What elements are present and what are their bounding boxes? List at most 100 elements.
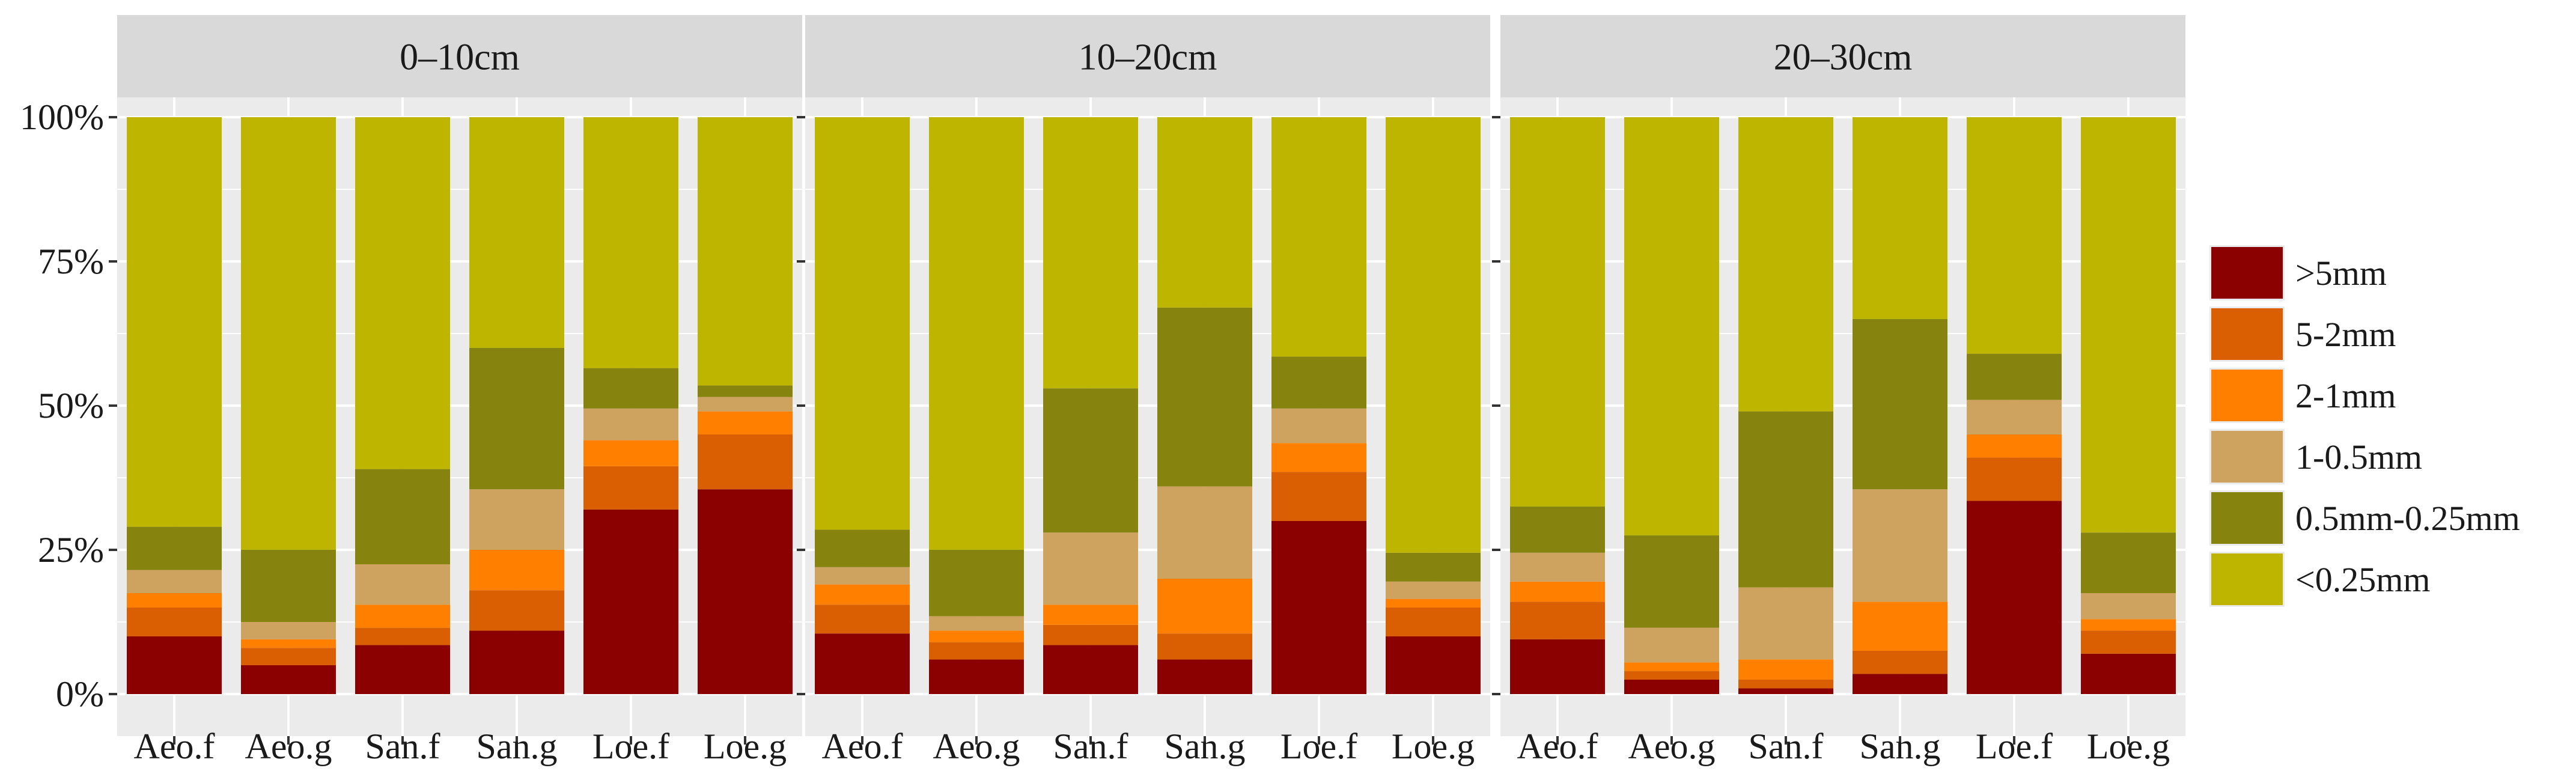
bar-segment (1043, 117, 1138, 389)
y-axis: 0% 25% 50% 75% 100% (20, 97, 117, 714)
bar-segment (1386, 581, 1481, 599)
bar-segment (1624, 662, 1719, 671)
facet-panel: 10–20cm Aeo.f Aeo.g San.f San.g Loe.f Loe.g (797, 15, 1490, 766)
bar-segment (1271, 356, 1366, 409)
bar-segment (698, 385, 793, 397)
bar-segment (1386, 599, 1481, 608)
y-tick-label: 25% (38, 530, 104, 570)
bar-segment (2081, 619, 2176, 631)
bar-segment (929, 630, 1024, 642)
bar-segment (583, 466, 678, 510)
legend-label: >5mm (2295, 254, 2387, 293)
bar-segment (1043, 388, 1138, 533)
bar-segment (698, 397, 793, 412)
bar-segment (241, 639, 336, 648)
x-tick-label: Aeo.f (1517, 727, 1598, 766)
bar-segment (1738, 680, 1833, 689)
bar-segment (241, 117, 336, 550)
bar-segment (815, 605, 910, 634)
bar-segment (583, 509, 678, 694)
bar-segment (1043, 532, 1138, 605)
bar-segment (1043, 605, 1138, 625)
y-tick-label: 75% (38, 242, 104, 281)
bar-segment (1043, 645, 1138, 694)
bar-segment (241, 665, 336, 694)
legend-label: <0.25mm (2295, 560, 2430, 599)
legend-swatch (2211, 431, 2283, 483)
x-tick-label: Loe.g (1392, 727, 1475, 766)
x-tick-label: San.g (1860, 727, 1941, 766)
x-tick-label: Loe.f (1280, 727, 1357, 766)
bar-segment (2081, 532, 2176, 593)
x-tick-label: Loe.g (2087, 727, 2170, 766)
bar-segment (583, 440, 678, 466)
bar-segment (1853, 651, 1947, 674)
bar-segment (929, 550, 1024, 617)
bar-segment (1967, 501, 2062, 694)
legend-swatch (2211, 553, 2283, 605)
bar-segment (929, 117, 1024, 550)
legend: >5mm 5-2mm 2-1mm 1-0.5mm 0.5mm-0.25mm <0.25mm (2209, 245, 2520, 607)
bar-segment (1853, 117, 1947, 319)
bar-segment (1624, 680, 1719, 694)
bar-segment (929, 616, 1024, 631)
legend-swatch (2211, 492, 2283, 544)
bar-segment (1967, 400, 2062, 434)
bar-segment (127, 608, 222, 636)
y-tick-label: 50% (38, 386, 104, 425)
bar-segment (1271, 443, 1366, 472)
x-tick-label: Aeo.g (245, 727, 332, 766)
bar-segment (127, 526, 222, 570)
bar-segment (929, 642, 1024, 660)
bar-segment (127, 636, 222, 694)
bar-segment (355, 117, 450, 469)
bar-segment (583, 408, 678, 440)
bar-segment (1386, 636, 1481, 694)
bar-segment (469, 489, 564, 550)
x-tick-label: Loe.g (704, 727, 787, 766)
bar-segment (1157, 659, 1252, 694)
x-tick-label: San.f (1053, 727, 1128, 766)
y-tick-label: 100% (20, 97, 104, 137)
bar-segment (1157, 307, 1252, 487)
bar-segment (355, 605, 450, 628)
bar-segment (1967, 353, 2062, 400)
bar-segment (1271, 117, 1366, 357)
bar-segment (355, 564, 450, 605)
legend-swatch (2211, 308, 2283, 360)
bar-segment (1738, 117, 1833, 412)
legend-swatch (2211, 370, 2283, 421)
bar-segment (929, 659, 1024, 694)
legend-label: 5-2mm (2295, 315, 2396, 354)
bar-segment (1967, 457, 2062, 501)
bar-segment (698, 117, 793, 386)
bar-segment (1967, 434, 2062, 458)
x-tick-label: San.g (477, 727, 558, 766)
bar-segment (355, 469, 450, 564)
bar-segment (815, 529, 910, 567)
bar-segment (698, 489, 793, 694)
bar-segment (1510, 552, 1605, 582)
bar-segment (1157, 117, 1252, 308)
bar-segment (1386, 608, 1481, 636)
bar-segment (355, 627, 450, 645)
bar-segment (1624, 627, 1719, 663)
legend-label: 0.5mm-0.25mm (2295, 499, 2520, 538)
bar-segment (2081, 117, 2176, 533)
facet-panel: 20–30cm Aeo.f Aeo.g San.f San.g Loe.f Loe.g (1492, 15, 2185, 766)
x-tick-label: San.f (365, 727, 440, 766)
bar-segment (1271, 521, 1366, 694)
panel-background (117, 97, 802, 736)
bar-segment (241, 622, 336, 639)
bar-segment (1510, 507, 1605, 553)
bar-segment (2081, 630, 2176, 654)
panel-background (805, 97, 1490, 736)
bar-segment (1386, 117, 1481, 553)
bar-segment (815, 584, 910, 605)
bar-segment (1967, 117, 2062, 354)
bar-segment (815, 567, 910, 585)
x-tick-label: Loe.f (592, 727, 669, 766)
x-tick-label: Loe.f (1976, 727, 2053, 766)
bar-segment (127, 117, 222, 527)
